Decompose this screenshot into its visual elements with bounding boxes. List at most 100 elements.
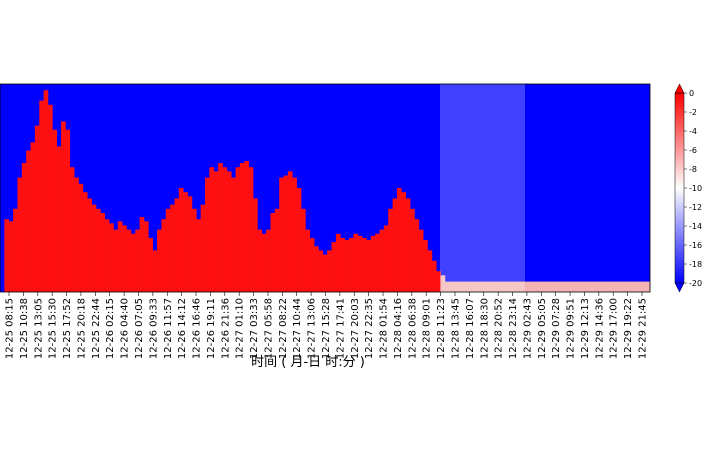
heatmap-cell [427,250,433,292]
heatmap-cell [641,281,646,292]
heatmap-cell [104,219,110,292]
heatmap-cell [632,281,638,292]
x-tick-label: 12-25 08:15 [5,298,16,359]
x-tick-label: 12-28 20:52 [494,298,505,359]
x-tick-label: 12-25 10:38 [19,298,30,359]
heatmap-cell [191,208,197,292]
heatmap-cell [327,250,332,292]
heatmap-cell [383,225,389,292]
heatmap-cell [558,281,564,292]
heatmap-cell [292,177,297,292]
heatmap-cell [628,281,633,292]
heatmap-cell [109,223,114,292]
heatmap-cell [47,104,53,292]
x-tick-label: 12-26 11:57 [163,298,174,359]
colorbar-tick-label: -18 [689,260,702,269]
x-tick-label: 12-28 18:30 [479,298,490,359]
heatmap-cell [449,281,454,292]
heatmap-cell [388,208,393,292]
heatmap-cell [488,281,494,292]
heatmap-cell [270,212,276,292]
colorbar-tick-label: -12 [689,203,702,212]
heatmap-cell [239,163,245,292]
heatmap-cell [405,198,411,292]
heatmap-cell [61,121,66,292]
heatmap-cell [501,281,507,292]
heatmap-cell [213,171,219,292]
heatmap-cell [100,212,105,292]
heatmap-cell [506,281,511,292]
x-tick-label: 12-27 22:35 [364,298,375,359]
heatmap-cell [540,281,546,292]
heatmap-cell [619,281,625,292]
heatmap-cell [314,246,319,292]
heatmap-cell [248,167,254,292]
heatmap-cell [344,240,350,292]
x-tick-label: 12-26 16:46 [192,298,203,359]
x-tick-label: 12-27 01:10 [235,298,246,359]
heatmap-cell [623,281,629,292]
heatmap-cell [602,281,607,292]
heatmap-cell [161,219,167,292]
heatmap-transition-band [440,84,525,292]
heatmap-cell [335,233,341,292]
x-tick-label: 12-26 14:12 [177,298,188,359]
heatmap-cell [366,240,372,292]
x-tick-label: 12-29 09:51 [566,298,577,359]
x-tick-label: 12-28 11:23 [436,298,447,359]
x-tick-label: 12-25 15:30 [48,298,59,359]
heatmap-cell [135,229,140,292]
heatmap-cell [322,254,328,292]
heatmap-cell [401,192,406,292]
x-tick-label: 12-27 08:22 [278,298,289,359]
heatmap-cell [410,208,415,292]
heatmap-cell [148,237,153,292]
heatmap-cell [122,225,127,292]
heatmap-cell [87,198,92,292]
heatmap-cell [527,281,533,292]
heatmap-cell [514,281,520,292]
x-tick-label: 12-29 12:13 [580,298,591,359]
heatmap-cell [357,235,363,292]
x-tick-label: 12-28 01:54 [379,298,390,359]
heatmap-cell [78,183,84,292]
heatmap-cell [418,229,424,292]
heatmap-cell [13,208,18,292]
heatmap-cell [370,235,376,292]
heatmap-cell [65,129,71,292]
heatmap-cell [218,163,223,292]
heatmap-cell [453,281,459,292]
heatmap-cell [610,281,616,292]
heatmap-cell [287,171,293,292]
colorbar-ticks: 0 -2 -4 -6 -8 -10 -12 -14 -16 -18 -20 [684,89,702,288]
heatmap-cell [8,221,14,292]
heatmap-cell [157,229,162,292]
x-tick-label: 12-28 13:45 [450,298,461,359]
heatmap-cell [34,125,40,292]
heatmap-cell [440,275,446,292]
x-tick-label: 12-29 05:05 [537,298,548,359]
colorbar-tick-label: 0 [689,89,694,98]
heatmap-cell [117,221,123,292]
heatmap-cell [379,229,385,292]
x-tick-label: 12-26 19:11 [206,298,217,359]
heatmap-cell [375,233,380,292]
x-tick-label: 12-28 16:07 [465,298,476,359]
heatmap-cell [226,171,232,292]
heatmap-cell [56,146,62,292]
heatmap-cell [253,198,258,292]
heatmap-cell [170,204,175,292]
x-tick-label: 12-25 17:52 [62,298,73,359]
heatmap-cell [69,167,75,292]
heatmap-cell [91,204,97,292]
heatmap-cell [492,281,498,292]
heatmap-cell [244,160,249,292]
colorbar-tick-label: -10 [689,184,702,193]
heatmap-cell [458,281,463,292]
x-tick-label: 12-26 07:05 [134,298,145,359]
heatmap-cell [462,281,468,292]
heatmap-cell [536,281,542,292]
heatmap-cell [174,198,180,292]
x-tick-label: 12-27 03:33 [249,298,260,359]
